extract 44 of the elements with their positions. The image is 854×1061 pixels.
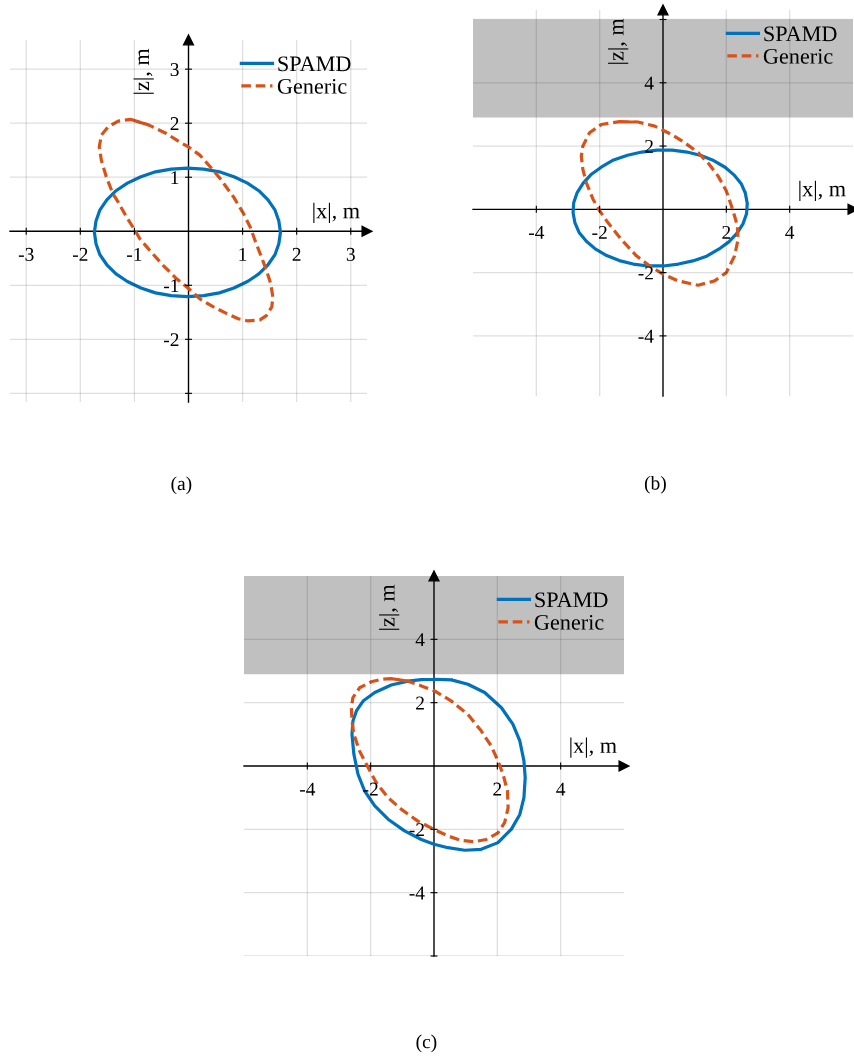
legend-label: Generic (763, 48, 833, 64)
x-axis-title: |x|, m (313, 202, 360, 223)
x-tick-label: 3 (346, 247, 355, 261)
x-tick-label: -2 (72, 247, 88, 261)
x-tick-label: 2 (493, 782, 502, 796)
text: (a) (171, 476, 192, 495)
y-tick-label: 4 (415, 633, 425, 647)
legend-label: SPAMD (764, 26, 837, 42)
y-tick-label: 2 (170, 117, 179, 130)
x-tick-label: 4 (785, 225, 795, 239)
x-tick-label: 2 (722, 225, 731, 239)
y-tick-label: 4 (644, 76, 654, 90)
y-tick-label: -4 (638, 329, 654, 343)
legend-label: SPAMD (278, 56, 351, 72)
y-tick-label: 2 (416, 696, 424, 710)
x-tick-label: -4 (528, 225, 545, 239)
y-axis-title: |z|, m (608, 18, 629, 64)
x-tick-label: -2 (592, 225, 607, 239)
y-tick-label: -2 (164, 333, 179, 347)
legend-label: Generic (534, 614, 604, 630)
y-tick-label: -2 (409, 823, 424, 837)
x-tick-label: 2 (292, 247, 301, 261)
x-tick-label: -1 (127, 247, 142, 261)
text: (c) (416, 1034, 437, 1053)
y-tick-label: 2 (645, 139, 653, 153)
x-tick-label: -4 (299, 782, 316, 796)
text: (b) (644, 475, 666, 494)
y-tick-label: 3 (170, 63, 179, 77)
y-axis-title: |z|, m (133, 48, 154, 94)
x-tick-label: 4 (556, 782, 566, 796)
x-axis-title: |x|, m (570, 737, 617, 758)
line-series (579, 120, 740, 287)
legend-label: Generic (277, 78, 347, 94)
y-tick-label: -4 (409, 886, 425, 900)
y-tick-label: 1 (171, 171, 179, 184)
y-axis-title: |z|, m (379, 584, 400, 630)
x-tick-label: 1 (239, 247, 247, 261)
line-series (97, 117, 275, 323)
y-tick-label: -2 (638, 266, 653, 280)
x-tick-label: -3 (18, 247, 34, 261)
y-tick-label: -1 (164, 279, 179, 293)
x-axis-title: |x|, m (799, 180, 846, 201)
legend-label: SPAMD (535, 592, 608, 608)
line-series (92, 166, 283, 299)
